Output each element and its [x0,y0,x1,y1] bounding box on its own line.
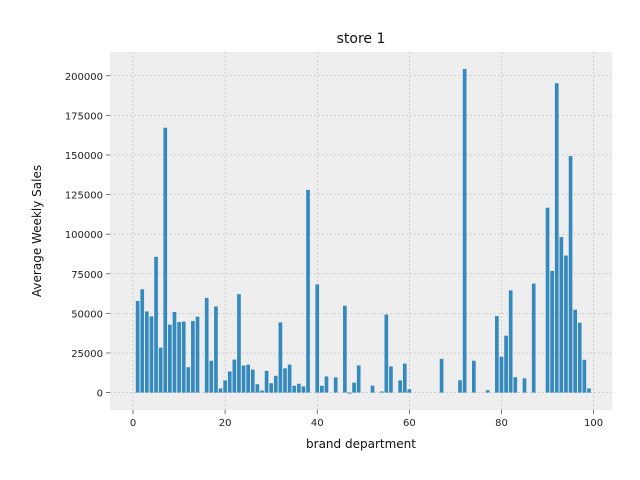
y-tick-label: 25000 [71,349,103,360]
y-tick-label: 50000 [71,309,103,320]
bar [554,83,559,393]
bar [508,290,513,393]
bar [379,391,384,393]
bar [237,294,241,393]
bar [587,388,591,393]
y-tick-label: 0 [97,389,103,400]
bar [356,365,361,393]
bar [172,311,177,393]
y-axis-label: Average Weekly Sales [30,165,44,297]
bar [287,364,292,393]
bar [306,189,310,393]
bar [292,385,297,393]
bar [407,389,412,393]
y-tick-label: 150000 [65,151,103,162]
bar [195,316,200,393]
bar [333,377,338,393]
bar [495,316,499,393]
bar [402,363,407,393]
bar [255,384,260,393]
y-tick-label: 125000 [65,191,103,202]
bar [522,378,527,393]
bar [145,311,149,393]
x-axis-label: brand department [306,437,416,451]
bar [260,390,264,393]
x-tick-label: 100 [584,418,603,429]
bar [168,324,172,393]
bar [458,380,462,393]
bar [550,270,554,393]
bar [204,297,209,393]
bar [154,256,158,393]
bar [462,68,467,393]
bar [232,359,237,393]
bar [163,127,168,393]
bar [439,358,444,393]
bar [577,322,582,393]
x-tick-label: 20 [219,418,232,429]
bar [246,364,251,393]
x-tick-label: 40 [311,418,324,429]
bar [320,385,324,393]
bar [389,366,393,393]
bar [278,322,283,393]
chart-title: store 1 [337,31,386,47]
bar [158,347,163,393]
x-tick-label: 80 [495,418,508,429]
bar [241,365,246,393]
bar [531,283,536,393]
bar [513,377,518,393]
bar [181,321,186,393]
y-tick-label: 200000 [65,72,103,83]
bar [296,383,301,393]
bars [135,68,591,394]
bar [140,289,145,393]
y-tick-label: 75000 [71,270,103,281]
bar [191,320,195,393]
x-tick-label: 60 [403,418,416,429]
bar [471,360,476,393]
bar [264,370,269,393]
bar [218,388,223,393]
y-tick-label: 100000 [65,230,103,241]
x-tick-label: 0 [130,418,136,429]
bar [273,375,278,393]
y-tick-label: 175000 [65,111,103,122]
bar [214,306,218,393]
bar [269,383,274,393]
bar [177,322,181,393]
bar [485,390,490,393]
bar [499,356,504,393]
bar [209,360,214,393]
bar [568,156,573,393]
bar [398,380,402,393]
bar [573,309,577,393]
bar [135,301,140,393]
bar [347,392,352,394]
bar [186,367,191,393]
bar [504,335,508,393]
bar [559,237,564,393]
bar [149,316,154,393]
bar [384,314,389,393]
bar [324,376,329,393]
bar [283,368,287,393]
bar [582,359,587,393]
bar [301,386,306,393]
bar [370,385,375,393]
bar [227,371,232,393]
bar [250,369,255,393]
bar [223,380,227,393]
bar [343,305,347,393]
ticks: 0 20 40 60 80 100 0 25000 50000 75000 100000 125000… [65,72,603,429]
bar [315,284,320,393]
bar [352,382,356,393]
bar [545,207,550,393]
bar [564,255,568,393]
